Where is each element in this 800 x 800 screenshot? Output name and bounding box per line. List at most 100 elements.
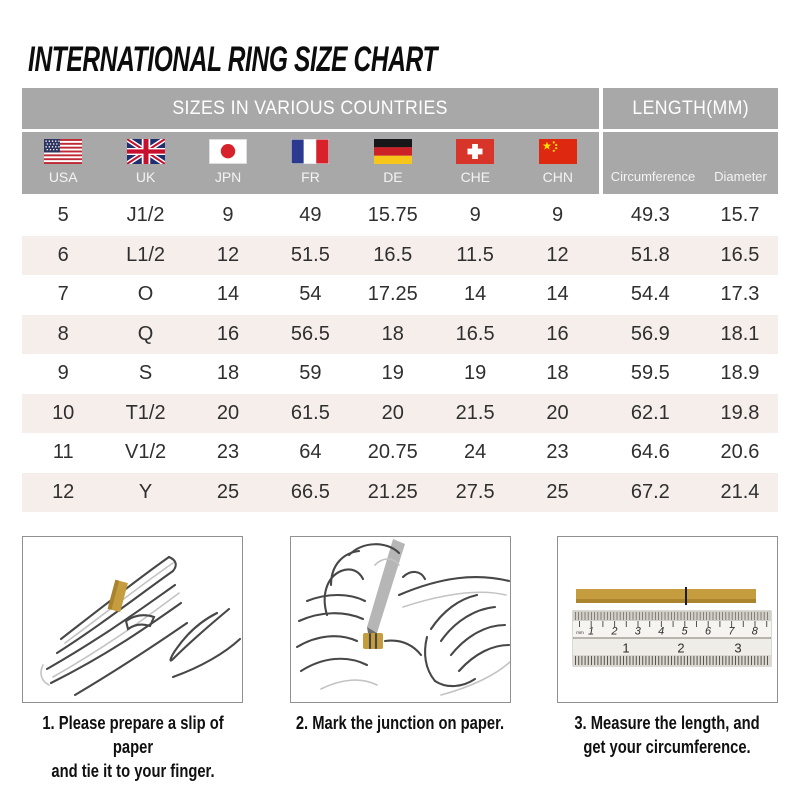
table-cell: 20 bbox=[381, 401, 404, 424]
diameter-column-label: Diameter bbox=[714, 169, 767, 184]
svg-text:5: 5 bbox=[682, 626, 689, 638]
svg-text:2: 2 bbox=[610, 626, 617, 638]
table-cell: 11.5 bbox=[456, 243, 494, 266]
table-cell: 10 bbox=[52, 401, 75, 424]
table-cell: 27.5 bbox=[455, 480, 495, 503]
table-cell: 24 bbox=[464, 441, 487, 464]
table-cell: 12 bbox=[52, 480, 75, 503]
table-cell: 9 bbox=[551, 204, 564, 227]
step1-caption-line1: 1. Please prepare a slip of paper bbox=[42, 713, 224, 757]
table-cell: T1/2 bbox=[125, 401, 166, 424]
circumference-column-label: Circumference bbox=[610, 169, 696, 184]
table-row: 9 S 18 59 19 19 18 59.5 18.9 bbox=[22, 354, 778, 394]
table-cell: 15.75 bbox=[367, 204, 418, 227]
svg-text:4: 4 bbox=[658, 626, 664, 638]
column-label: CHE bbox=[460, 169, 491, 185]
table-cell: 21.5 bbox=[455, 401, 495, 424]
marking-junction-illustration bbox=[295, 539, 510, 696]
column-label: CHN bbox=[542, 169, 573, 185]
table-cell: 20.75 bbox=[367, 441, 418, 464]
table-cell: Q bbox=[137, 322, 154, 345]
column-jpn: JPN bbox=[187, 132, 269, 194]
table-cell: L1/2 bbox=[126, 243, 166, 266]
table-cell: 16 bbox=[216, 322, 240, 345]
ruler-measurement-illustration: 1 2 3 4 5 6 7 8 mm 1 2 3 bbox=[572, 587, 772, 667]
table-cell: 20 bbox=[546, 401, 569, 424]
svg-text:6: 6 bbox=[705, 626, 712, 638]
column-label: JPN bbox=[214, 169, 242, 185]
table-cell: 9 bbox=[222, 204, 234, 227]
ruler-unit-label: mm bbox=[576, 630, 584, 635]
step3-illustration-box: 1 2 3 4 5 6 7 8 mm 1 2 3 bbox=[557, 536, 778, 703]
table-cell: V1/2 bbox=[125, 441, 167, 464]
column-label: USA bbox=[48, 169, 78, 185]
paper-ring-strip bbox=[363, 633, 383, 649]
table-cell: S bbox=[138, 362, 153, 385]
header-length-title: LENGTH(MM) bbox=[603, 88, 778, 132]
table-cell: 20.6 bbox=[720, 441, 760, 464]
table-cell: 14 bbox=[216, 283, 240, 306]
table-cell: 11 bbox=[52, 441, 74, 464]
table-row: 11 V1/2 23 64 20.75 24 23 64.6 20.6 bbox=[22, 433, 778, 473]
paper-strip bbox=[576, 587, 756, 605]
table-cell: 59 bbox=[299, 362, 322, 385]
table-cell: J1/2 bbox=[126, 204, 165, 227]
table-cell: 18 bbox=[546, 362, 569, 385]
table-cell: 6 bbox=[57, 243, 69, 266]
svg-text:2: 2 bbox=[677, 641, 684, 656]
table-cell: 19 bbox=[464, 362, 487, 385]
france-flag-icon bbox=[291, 139, 330, 164]
page-title: INTERNATIONAL RING SIZE CHART bbox=[28, 40, 438, 79]
step2-caption: 2. Mark the junction on paper. bbox=[293, 711, 506, 735]
table-cell: 59.5 bbox=[630, 362, 670, 385]
ruler: 1 2 3 4 5 6 7 8 mm 1 2 3 bbox=[572, 610, 772, 667]
table-cell: 19 bbox=[381, 362, 404, 385]
table-cell: 64.6 bbox=[630, 441, 670, 464]
step3-caption: 3. Measure the length, and get your circ… bbox=[560, 711, 773, 759]
table-cell: 54.4 bbox=[630, 283, 670, 306]
germany-flag-icon bbox=[373, 139, 412, 164]
table-cell: 25 bbox=[546, 480, 569, 503]
table-cell: 56.9 bbox=[630, 322, 670, 345]
table-cell: 16 bbox=[546, 322, 569, 345]
header-sizes-section: SIZES IN VARIOUS COUNTRIES bbox=[22, 88, 599, 194]
table-cell: 23 bbox=[546, 441, 569, 464]
table-cell: 62.1 bbox=[630, 401, 670, 424]
table-row: 7 O 14 54 17.25 14 14 54.4 17.3 bbox=[22, 275, 778, 315]
table-cell: 14 bbox=[464, 283, 487, 306]
step2-caption-line1: 2. Mark the junction on paper. bbox=[295, 713, 505, 733]
table-cell: 18.9 bbox=[720, 362, 760, 385]
hand-with-paper-strip-illustration bbox=[40, 555, 242, 697]
table-cell: 51.8 bbox=[630, 243, 670, 266]
table-cell: 61.5 bbox=[290, 401, 330, 424]
table-cell: 14 bbox=[546, 283, 569, 306]
header-length-section: LENGTH(MM) Circumference Diameter bbox=[603, 88, 778, 194]
table-cell: 23 bbox=[216, 441, 240, 464]
table-cell: 67.2 bbox=[630, 480, 670, 503]
table-cell: 21.25 bbox=[367, 480, 418, 503]
svg-text:1: 1 bbox=[588, 626, 594, 638]
table-cell: 16.5 bbox=[720, 243, 760, 266]
switzerland-flag-icon bbox=[456, 139, 495, 164]
step2-illustration-box bbox=[290, 536, 511, 703]
column-che: CHE bbox=[434, 132, 516, 194]
table-cell: 20 bbox=[216, 401, 240, 424]
column-chn: CHN bbox=[517, 132, 599, 194]
table-cell: 5 bbox=[57, 204, 69, 227]
japan-flag-icon bbox=[209, 139, 248, 164]
column-fr: FR bbox=[269, 132, 351, 194]
header-sizes-title: SIZES IN VARIOUS COUNTRIES bbox=[22, 88, 599, 132]
table-cell: 18 bbox=[381, 322, 404, 345]
table-row: 8 Q 16 56.5 18 16.5 16 56.9 18.1 bbox=[22, 314, 778, 354]
table-cell: 49.3 bbox=[630, 204, 670, 227]
table-cell: 64 bbox=[299, 441, 322, 464]
table-cell: 19.8 bbox=[720, 401, 760, 424]
column-usa: USA bbox=[22, 132, 104, 194]
column-label: UK bbox=[135, 169, 156, 185]
table-cell: 9 bbox=[469, 204, 481, 227]
table-cell: 51.5 bbox=[290, 243, 330, 266]
table-cell: 12 bbox=[546, 243, 569, 266]
table-cell: 7 bbox=[57, 283, 69, 306]
svg-text:3: 3 bbox=[734, 641, 741, 656]
step1-caption-line2: and tie it to your finger. bbox=[51, 761, 215, 781]
